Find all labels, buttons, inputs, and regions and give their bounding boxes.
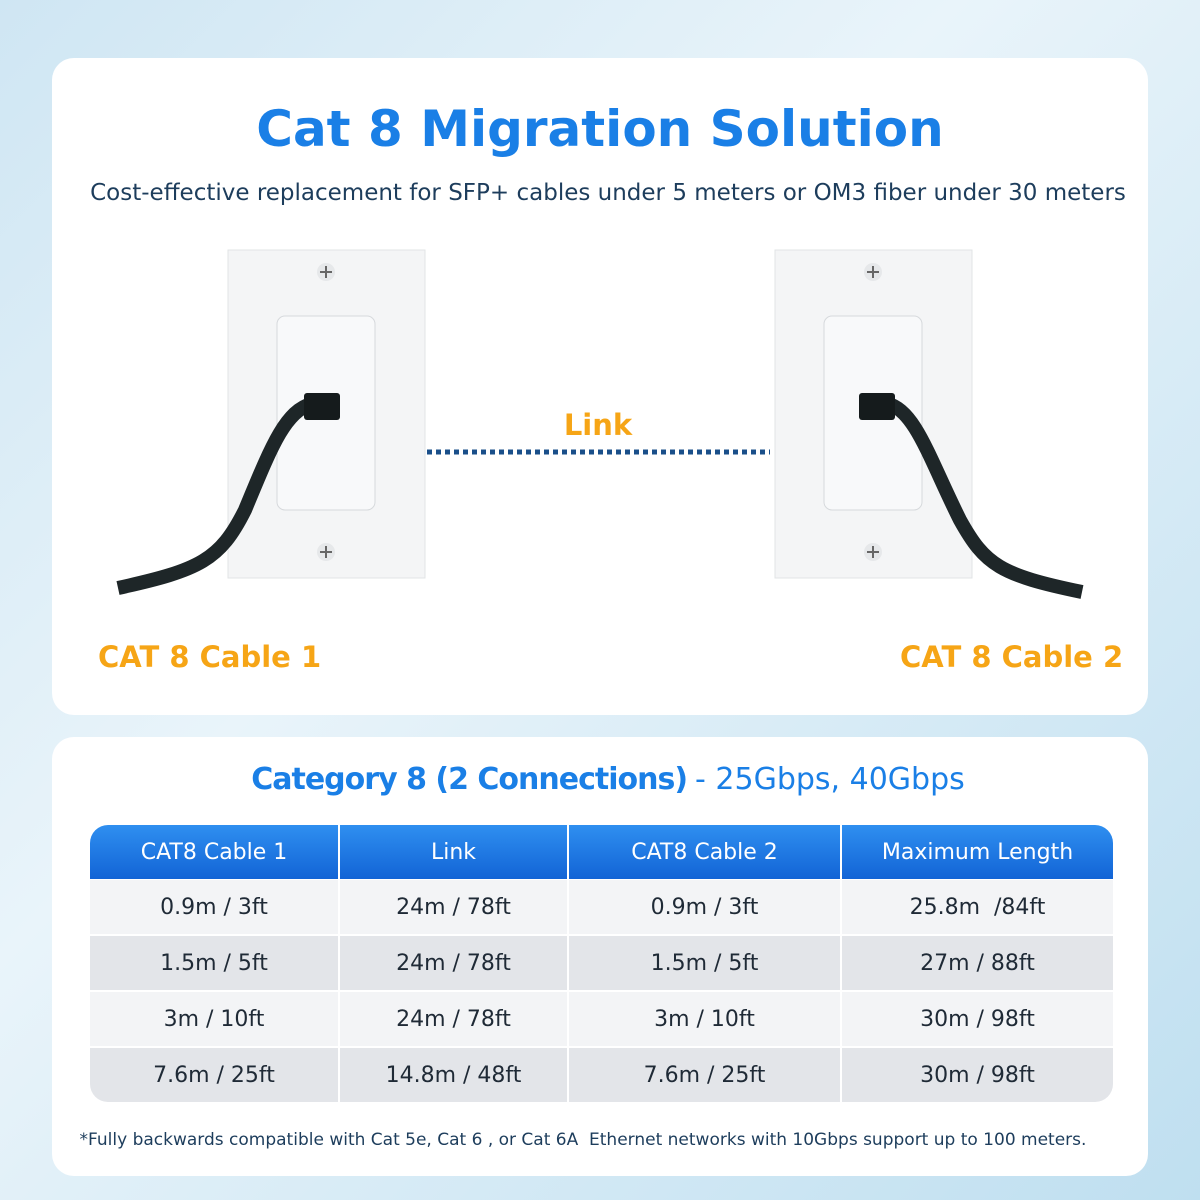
cable-label: CAT 8 Cable 2 bbox=[900, 640, 1124, 674]
header-cell: Maximum Length bbox=[840, 825, 1113, 879]
table-cell: 7.6m / 25ft bbox=[567, 1048, 840, 1102]
table-cell: 27m / 88ft bbox=[840, 936, 1113, 990]
table-cell: 30m / 98ft bbox=[840, 1048, 1113, 1102]
diagram bbox=[116, 249, 1084, 599]
header-cell: Link bbox=[338, 825, 567, 879]
table-cell: 30m / 98ft bbox=[840, 992, 1113, 1046]
table-cell: 1.5m / 5ft bbox=[90, 936, 338, 990]
cable-label: CAT 8 Cable 1 bbox=[98, 640, 322, 674]
table-cell: 0.9m / 3ft bbox=[567, 880, 840, 934]
table-title-speeds: - 25Gbps, 40Gbps bbox=[695, 762, 965, 797]
table-cell: 7.6m / 25ft bbox=[90, 1048, 338, 1102]
table-cell: 1.5m / 5ft bbox=[567, 936, 840, 990]
table-cell: 25.8m /84ft bbox=[840, 880, 1113, 934]
table-cell: 24m / 78ft bbox=[338, 936, 567, 990]
table-title-main: Category 8 (2 Connections) bbox=[251, 762, 688, 797]
footnote: *Fully backwards compatible with Cat 5e,… bbox=[79, 1130, 1087, 1150]
link-label: Link bbox=[563, 408, 633, 442]
table-cell: 0.9m / 3ft bbox=[90, 880, 338, 934]
table-title: Category 8 (2 Connections) - 25Gbps, 40Gb… bbox=[0, 762, 1200, 797]
subtitle: Cost-effective replacement for SFP+ cabl… bbox=[90, 180, 1126, 206]
cable-right bbox=[885, 397, 1084, 599]
table-cell: 24m / 78ft bbox=[338, 992, 567, 1046]
header-cell: CAT8 Cable 2 bbox=[567, 825, 840, 879]
table-cell: 3m / 10ft bbox=[567, 992, 840, 1046]
table-cell: 24m / 78ft bbox=[338, 880, 567, 934]
wall-plate-right bbox=[774, 249, 973, 579]
table-cell: 3m / 10ft bbox=[90, 992, 338, 1046]
plug-left bbox=[304, 393, 340, 420]
cable-left bbox=[116, 397, 315, 595]
header-cell: CAT8 Cable 1 bbox=[90, 825, 338, 879]
title: Cat 8 Migration Solution bbox=[256, 100, 944, 158]
plug-right bbox=[859, 393, 895, 420]
table-cell: 14.8m / 48ft bbox=[338, 1048, 567, 1102]
